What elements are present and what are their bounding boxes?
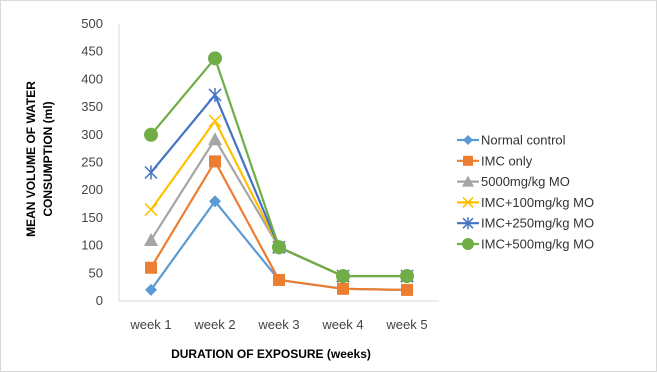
y-axis-title: MEAN VOLUME OF WATER CONSUMPTION (ml) bbox=[24, 81, 55, 237]
data-point-marker bbox=[463, 135, 473, 145]
data-point-marker bbox=[145, 165, 157, 179]
legend: Normal control IMC only 5000mg/kg MO IMC+10… bbox=[457, 133, 594, 252]
series-imc-100mg-kg-mo bbox=[145, 115, 413, 282]
x-tick-label: week 2 bbox=[193, 317, 235, 332]
series-layer bbox=[144, 51, 414, 296]
data-point-marker bbox=[401, 284, 413, 296]
x-tick-label: week 3 bbox=[257, 317, 299, 332]
series-imc-only bbox=[145, 155, 413, 296]
y-tick-label: 300 bbox=[81, 127, 103, 142]
data-point-marker bbox=[144, 128, 158, 142]
data-point-marker bbox=[462, 238, 474, 250]
legend-label: IMC+250mg/kg MO bbox=[481, 216, 594, 231]
x-tick-label: week 4 bbox=[321, 317, 363, 332]
legend-item: IMC+100mg/kg MO bbox=[457, 195, 594, 210]
legend-label: IMC only bbox=[481, 153, 533, 168]
y-tick-label: 400 bbox=[81, 71, 103, 86]
legend-item: IMC+250mg/kg MO bbox=[457, 216, 594, 231]
y-tick-label: 0 bbox=[96, 293, 103, 308]
y-tick-label: 100 bbox=[81, 238, 103, 253]
y-tick-label: 500 bbox=[81, 16, 103, 31]
data-point-marker bbox=[209, 115, 221, 127]
x-tick-label: week 1 bbox=[129, 317, 171, 332]
legend-item: 5000mg/kg MO bbox=[457, 174, 570, 189]
y-tick-label: 150 bbox=[81, 210, 103, 225]
y-tick-label: 350 bbox=[81, 99, 103, 114]
data-point-marker bbox=[400, 269, 414, 283]
data-point-marker bbox=[208, 132, 222, 145]
series-line bbox=[151, 139, 407, 276]
x-tick-labels: week 1 week 2 week 3 week 4 week 5 bbox=[129, 317, 427, 332]
data-point-marker bbox=[337, 283, 349, 295]
data-point-marker bbox=[273, 274, 285, 286]
data-point-marker bbox=[145, 262, 157, 274]
y-tick-label: 250 bbox=[81, 155, 103, 170]
legend-item: Normal control bbox=[457, 133, 566, 148]
y-tick-label: 50 bbox=[89, 265, 103, 280]
data-point-marker bbox=[336, 269, 350, 283]
y-tick-label: 450 bbox=[81, 44, 103, 59]
y-axis-title-line1: MEAN VOLUME OF WATER bbox=[24, 81, 38, 237]
series-imc-500mg-kg-mo bbox=[144, 51, 414, 283]
y-tick-labels: 0 50 100 150 200 250 300 350 400 450 500 bbox=[81, 16, 103, 308]
legend-label: 5000mg/kg MO bbox=[481, 174, 570, 189]
data-point-marker bbox=[463, 156, 473, 166]
legend-label: Normal control bbox=[481, 133, 566, 148]
series-5000mg-kg-mo bbox=[144, 132, 414, 282]
x-tick-label: week 5 bbox=[385, 317, 427, 332]
legend-label: IMC+100mg/kg MO bbox=[481, 195, 594, 210]
y-tick-label: 200 bbox=[81, 182, 103, 197]
data-point-marker bbox=[208, 51, 222, 65]
legend-item: IMC only bbox=[457, 153, 533, 168]
data-point-marker bbox=[272, 240, 286, 254]
y-axis-title-line2: CONSUMPTION (ml) bbox=[41, 101, 55, 216]
x-axis-title: DURATION OF EXPOSURE (weeks) bbox=[171, 347, 371, 361]
data-point-marker bbox=[144, 233, 158, 246]
data-point-marker bbox=[209, 155, 221, 167]
legend-label: IMC+500mg/kg MO bbox=[481, 237, 594, 252]
legend-item: IMC+500mg/kg MO bbox=[457, 237, 594, 252]
data-point-marker bbox=[145, 204, 157, 216]
data-point-marker bbox=[209, 88, 221, 102]
